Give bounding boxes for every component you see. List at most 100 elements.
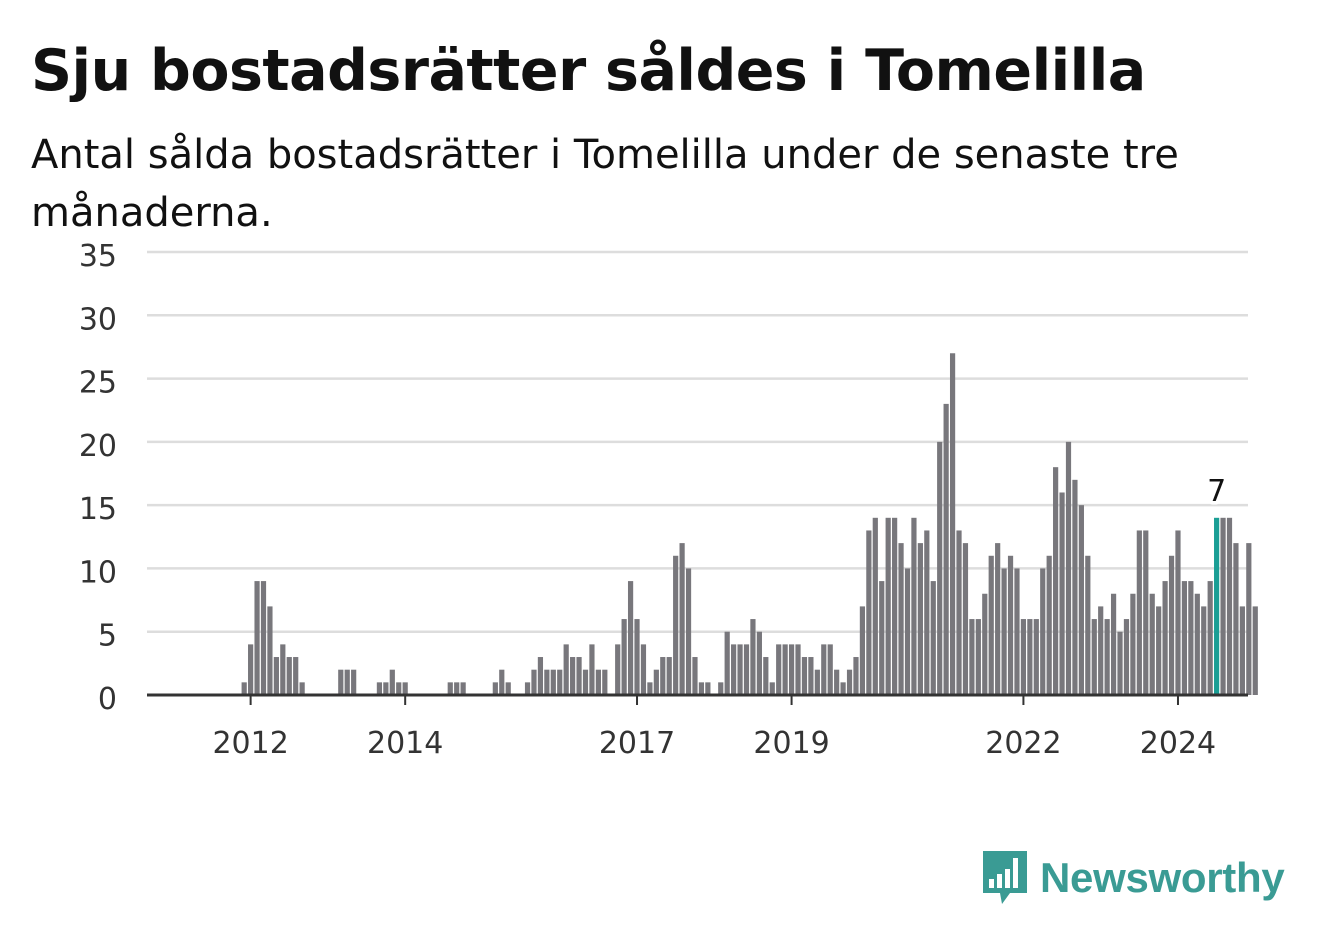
- bar: [943, 403, 949, 695]
- bar: [1246, 543, 1252, 695]
- bar: [1226, 517, 1233, 695]
- bar: [853, 657, 859, 695]
- bar: [1239, 606, 1245, 695]
- bar: [756, 631, 762, 695]
- bar: [885, 517, 891, 695]
- bar: [995, 543, 1001, 695]
- bar: [737, 644, 743, 695]
- bar: [544, 669, 550, 695]
- bar: [814, 669, 820, 695]
- bar: [524, 682, 531, 695]
- bar: [782, 644, 788, 695]
- bar: [1201, 606, 1207, 695]
- bar: [1104, 619, 1110, 695]
- bar: [531, 669, 537, 695]
- bar: [1149, 593, 1155, 695]
- bar: [254, 581, 260, 695]
- y-tick-label: 35: [79, 239, 117, 274]
- bar: [898, 543, 904, 695]
- bar: [1046, 555, 1052, 695]
- bar: [602, 669, 608, 695]
- bar: [679, 543, 685, 695]
- bar: [834, 669, 840, 695]
- bar: [705, 682, 711, 695]
- bar: [1162, 581, 1168, 695]
- bar: [267, 606, 273, 695]
- bar: [557, 669, 563, 695]
- bar: [647, 682, 653, 695]
- bar: [1143, 530, 1149, 695]
- bar: [975, 619, 981, 695]
- bar: [776, 644, 782, 695]
- highlight-value-label: 7: [1207, 474, 1226, 509]
- bar: [570, 657, 576, 695]
- bar: [801, 657, 808, 695]
- bar: [338, 669, 344, 695]
- bar: [460, 682, 466, 695]
- bar: [1175, 530, 1181, 695]
- chart-title: Sju bostadsrätter såldes i Tomelilla: [31, 38, 1146, 104]
- bar: [447, 682, 453, 695]
- bar: [499, 669, 505, 695]
- bar: [937, 441, 943, 695]
- bar: [299, 682, 305, 695]
- newsworthy-logo: Newsworthy: [980, 848, 1285, 908]
- bar: [273, 657, 279, 695]
- x-tick-label: 2022: [985, 726, 1061, 761]
- y-tick-label: 10: [79, 555, 117, 590]
- bar: [537, 657, 544, 695]
- bar: [505, 682, 511, 695]
- y-tick-label: 5: [98, 619, 117, 654]
- bar: [879, 581, 885, 695]
- y-tick-label: 25: [79, 366, 117, 401]
- bar: [1168, 555, 1175, 695]
- bar: [673, 555, 679, 695]
- y-tick-label: 15: [79, 492, 117, 527]
- bar: [1098, 606, 1104, 695]
- bar: [904, 568, 911, 695]
- bar-highlight: [1214, 517, 1220, 695]
- bar: [1156, 606, 1162, 695]
- chart-subtitle: Antal sålda bostadsrätter i Tomelilla un…: [31, 132, 1179, 236]
- bar: [248, 644, 254, 695]
- bar: [917, 543, 923, 695]
- bar: [698, 682, 705, 695]
- bar: [454, 682, 460, 695]
- bar: [1065, 441, 1072, 695]
- bar: [1014, 568, 1020, 695]
- bar: [241, 682, 247, 695]
- bar: [1194, 593, 1200, 695]
- bar: [692, 657, 698, 695]
- bar: [930, 581, 936, 695]
- y-tick-label: 30: [79, 302, 117, 337]
- bar: [634, 619, 640, 695]
- brand-name: Newsworthy: [1040, 854, 1285, 901]
- bar: [956, 530, 962, 695]
- bar: [621, 619, 627, 695]
- bar: [866, 530, 872, 695]
- bar: [846, 669, 853, 695]
- bars: [241, 353, 1258, 695]
- bar: [396, 682, 402, 695]
- bar: [750, 619, 756, 695]
- x-tick-label: 2014: [367, 726, 443, 761]
- bar: [383, 682, 389, 695]
- bar: [1078, 505, 1084, 695]
- bar: [724, 631, 730, 695]
- bar: [1020, 619, 1027, 695]
- bar: [402, 682, 408, 695]
- bar: [595, 669, 601, 695]
- bar: [911, 517, 917, 695]
- bar: [344, 669, 350, 695]
- bar: [718, 682, 724, 695]
- y-tick-label: 20: [79, 429, 117, 464]
- bar: [982, 593, 988, 695]
- bar: [627, 581, 634, 695]
- bar: [763, 657, 769, 695]
- bar: [615, 644, 621, 695]
- bar-chart-speech-bubble-icon: [983, 851, 1027, 904]
- bar: [924, 530, 930, 695]
- bar: [260, 581, 267, 695]
- bar: [376, 682, 383, 695]
